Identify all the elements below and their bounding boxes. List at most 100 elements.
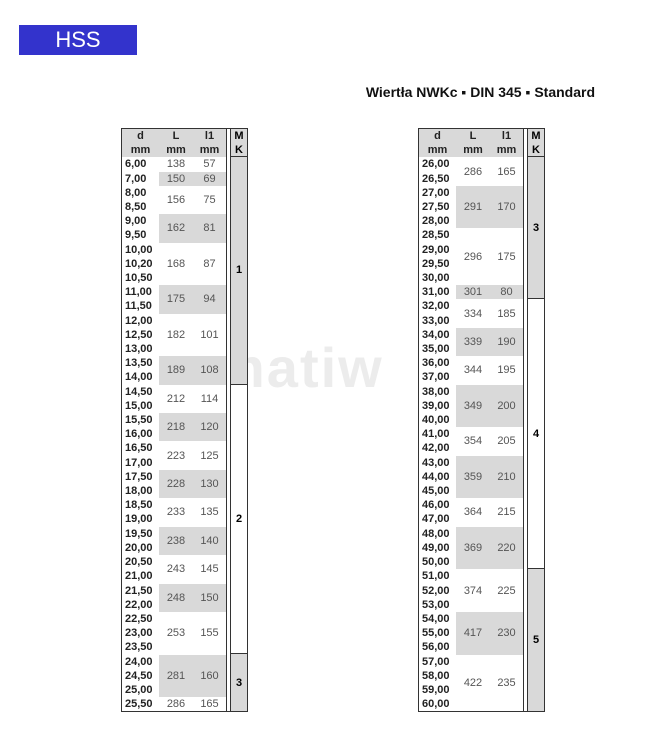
diameter-cell: 32,00 [422,300,450,313]
table-row: 24,50 [122,669,227,683]
diameter-cell: 13,00 [125,343,153,356]
length-cell: 296 [463,250,483,263]
table-row: 10,20 [122,257,227,271]
table-row: 34,00 339 190 [419,327,524,357]
table-row: 43,00 359 210 [419,455,524,499]
flute-length-cell: 220 [490,526,524,570]
diameter-cell: 57,00 [422,655,450,668]
length-cell: 138 [166,158,186,171]
diameter-cell: 11,50 [125,300,152,313]
length-cell: 286 [463,165,483,178]
diameter-cell: 28,00 [422,215,450,228]
table-row: 35,00 [419,342,524,356]
table-row: 12,50 [122,328,227,342]
diameter-cell: 25,00 [125,683,153,696]
table-row: 18,00 [122,484,227,498]
table-row: 15,50 218 120 [122,413,227,442]
table-row: 25,50 286 165 [122,697,227,711]
flute-length-cell: 215 [497,506,516,519]
diameter-cell: 59,00 [422,683,450,696]
table-row: 29,00 [419,243,524,257]
header-mk-top: M [234,130,244,142]
diameter-cell: 24,00 [125,655,153,668]
diameter-cell: 31,00 [422,286,450,299]
table-row: 28,00 [419,214,524,228]
unit: mm [159,143,193,158]
table-row: 55,00 [419,626,524,640]
flute-length-cell: 120 [193,413,227,442]
mk-group: 5 [528,569,544,712]
table-row: 10,00 168 87 [122,243,227,270]
length-cell: 162 [159,214,193,243]
table-row: 48,00 369 220 [419,526,524,570]
table-row: 36,00 344 195 [419,356,524,376]
table-row: 22,50 253 155 [122,612,227,639]
table-row: 51,00 374 225 [419,569,524,596]
flute-length-cell: 130 [193,469,227,499]
diameter-cell: 39,00 [422,399,450,412]
flute-length-cell: 94 [193,285,227,314]
table-row: 13,00 [122,342,227,356]
table-row: 45,00 [419,484,524,498]
table-row: 19,00 [122,512,227,526]
diameter-cell: 10,00 [125,243,153,256]
diameter-cell: 26,50 [422,172,450,185]
diameter-cell: 58,00 [422,669,450,682]
diameter-cell: 36,00 [422,357,450,370]
table-row: 38,00 349 200 [419,384,524,428]
diameter-cell: 27,00 [422,186,450,199]
table-row: 15,00 [122,399,227,413]
unit: mm [456,143,490,158]
diameter-cell: 24,50 [125,669,153,682]
mk-group: 3 [231,654,247,712]
unit: mm [122,143,159,158]
diameter-cell: 19,50 [125,527,153,540]
diameter-cell: 53,00 [422,598,450,611]
table-row: 14,00 [122,370,227,384]
diameter-cell: 22,00 [125,598,153,611]
flute-length-cell: 175 [497,250,516,263]
table-row: 6,00 138 57 [122,157,227,171]
diameter-cell: 29,00 [422,243,450,256]
flute-length-cell: 165 [497,165,516,178]
diameter-cell: 16,50 [125,442,153,455]
header-l1: l1 [193,129,227,144]
table-row: 39,00 [419,399,524,413]
flute-length-cell: 114 [200,392,219,405]
table-row: 17,50 228 130 [122,469,227,499]
diameter-cell: 37,00 [422,371,450,384]
unit: mm [419,143,456,158]
table-row: 26,00 286 165 [419,157,524,177]
flute-length-cell: 195 [497,364,516,377]
hss-badge: HSS [19,25,137,55]
table-row: 42,00 [419,441,524,455]
diameter-cell: 23,50 [125,641,153,654]
diameter-cell: 6,00 [125,158,147,171]
unit: mm [193,143,227,158]
length-cell: 369 [456,526,490,570]
table-row: 54,00 417 230 [419,611,524,655]
table-row: 44,00 [419,470,524,484]
length-cell: 223 [166,449,186,462]
diameter-cell: 47,00 [422,513,450,526]
table-row: 8,50 [122,200,227,214]
mk-group: 3 [528,157,544,300]
table-row: 60,00 [419,697,524,711]
diameter-cell: 50,00 [422,556,450,569]
flute-length-cell: 200 [490,384,524,428]
diameter-cell: 16,00 [125,428,153,441]
diameter-cell: 54,00 [422,612,450,625]
diameter-cell: 18,00 [125,485,153,498]
diameter-cell: 8,50 [125,201,147,214]
table-row: 47,00 [419,512,524,526]
diameter-cell: 55,00 [422,627,450,640]
table-row: 26,50 [419,172,524,186]
header-mk-bottom: K [235,144,243,157]
table-row: 53,00 [419,598,524,612]
table-row: 23,50 [122,640,227,654]
table-row: 17,00 [122,456,227,470]
